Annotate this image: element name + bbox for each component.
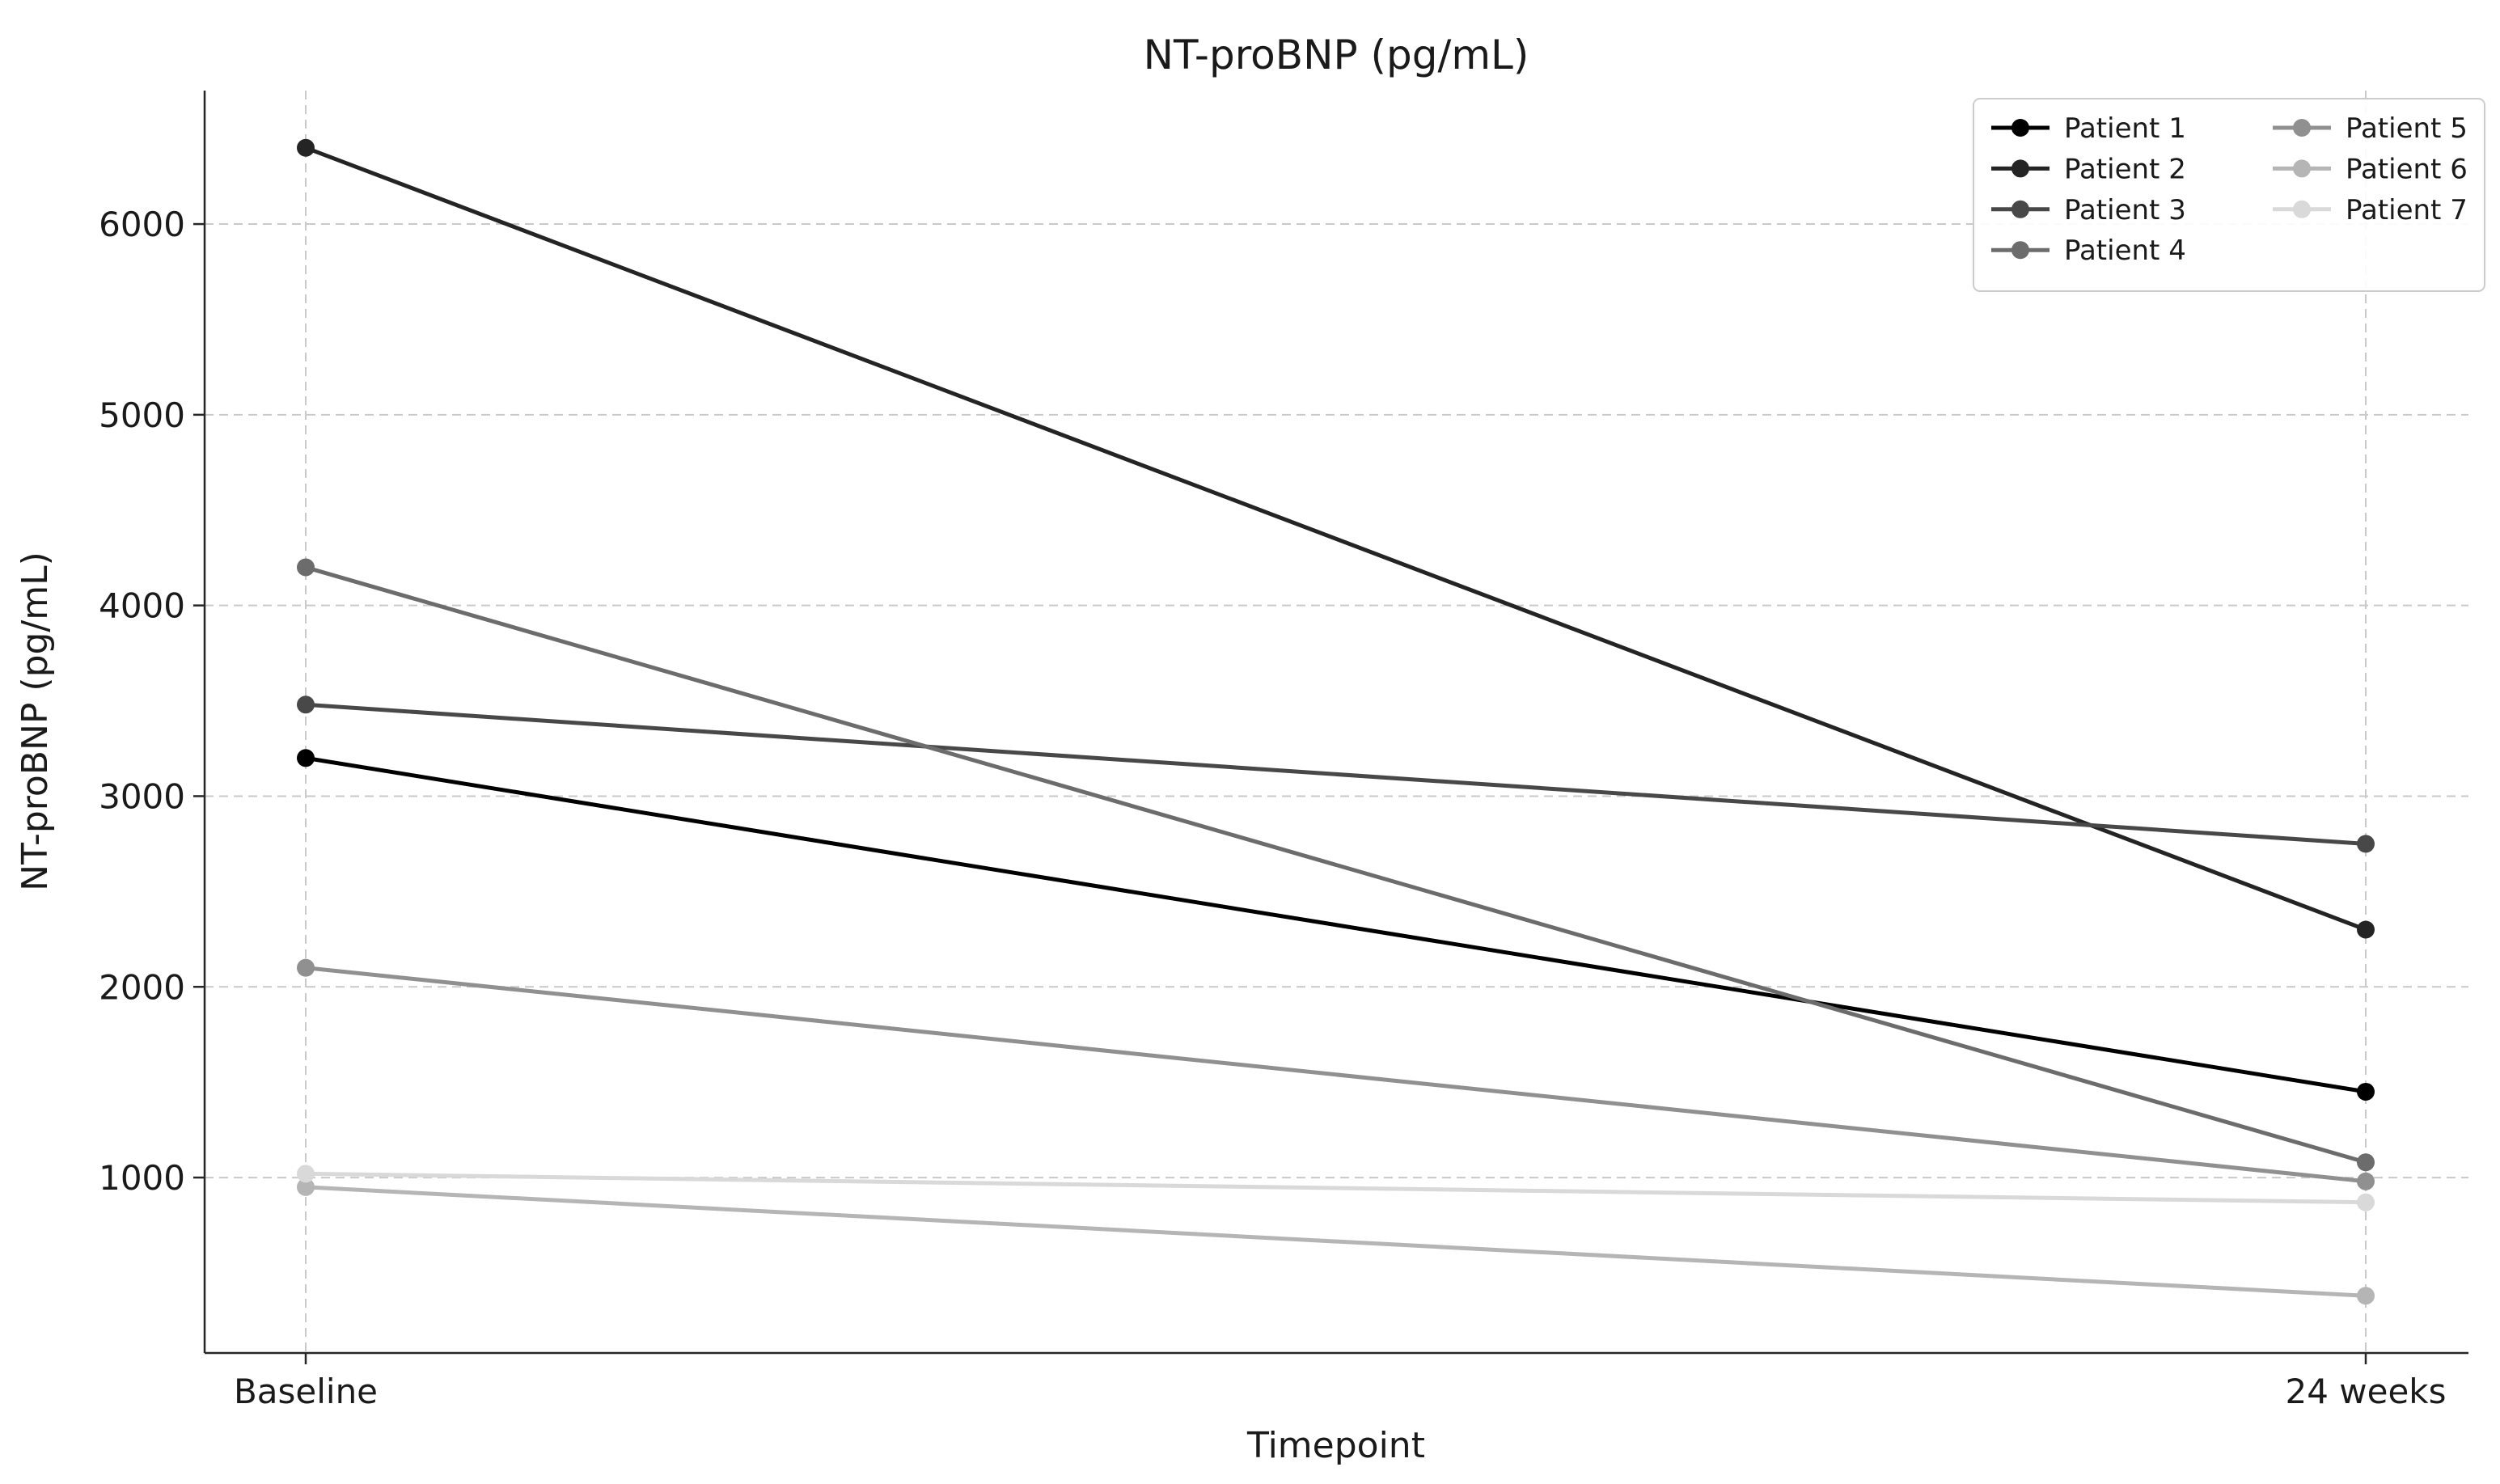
legend-label: Patient 6 <box>2346 153 2468 185</box>
data-line <box>303 966 2368 1184</box>
legend-item: Patient 1 <box>1991 112 2186 145</box>
data-line <box>303 1185 2368 1298</box>
axes <box>193 91 2468 1364</box>
data-line <box>303 1171 2368 1205</box>
data-point <box>297 1165 315 1183</box>
data-point <box>2357 1172 2375 1190</box>
data-point <box>2357 1193 2375 1211</box>
data-point <box>297 138 315 157</box>
data-line <box>303 702 2368 846</box>
x-tick-label: Baseline <box>234 1372 378 1411</box>
legend-swatch-dot <box>2293 119 2311 137</box>
x-tick-label: 24 weeks <box>2285 1372 2446 1411</box>
y-tick-label: 6000 <box>99 205 185 244</box>
tick-labels: 1000 2000 3000 4000 5000 6000 Baseline 24 weeks <box>99 205 2446 1411</box>
legend-swatch-dot <box>2011 119 2029 137</box>
legend-label: Patient 2 <box>2064 153 2186 185</box>
y-tick-label: 2000 <box>99 967 185 1007</box>
legend-item: Patient 2 <box>1991 153 2186 185</box>
legend-swatch-dot <box>2293 159 2311 178</box>
data-point <box>2357 1287 2375 1305</box>
data-point <box>2357 920 2375 939</box>
data-point <box>297 695 315 714</box>
data-point <box>297 958 315 977</box>
legend-label: Patient 4 <box>2064 235 2186 267</box>
data-point <box>2357 1153 2375 1172</box>
legend-item: Patient 4 <box>1991 235 2186 267</box>
legend-swatch-dot <box>2011 159 2029 178</box>
data-line <box>303 565 2368 1165</box>
data-line <box>303 755 2368 1094</box>
data-point <box>2357 1082 2375 1101</box>
legend-item: Patient 5 <box>2273 112 2468 145</box>
legend-label: Patient 5 <box>2346 112 2468 145</box>
legend-label: Patient 1 <box>2064 112 2186 145</box>
legend-box <box>1973 98 2485 292</box>
data-series <box>297 138 2375 1305</box>
y-tick-label: 5000 <box>99 395 185 435</box>
legend-item: Patient 3 <box>1991 194 2186 226</box>
legend-swatch-dot <box>2011 241 2029 260</box>
legend-label: Patient 7 <box>2346 194 2468 226</box>
legend-label: Patient 3 <box>2064 194 2186 226</box>
y-tick-label: 1000 <box>99 1158 185 1198</box>
data-point <box>297 749 315 767</box>
y-tick-label: 4000 <box>99 586 185 626</box>
data-point <box>297 1177 315 1196</box>
data-point <box>2357 835 2375 853</box>
y-axis-label: NT-proBNP (pg/mL) <box>15 552 56 891</box>
y-tick-label: 3000 <box>99 776 185 816</box>
legend: Patient 1 Patient 2 Patient 3 Patient 4 Pati… <box>1973 98 2485 292</box>
legend-swatch-dot <box>2293 200 2311 218</box>
chart-title: NT-proBNP (pg/mL) <box>1144 32 1529 78</box>
legend-item: Patient 6 <box>2273 153 2468 185</box>
x-axis-label: Timepoint <box>1246 1425 1425 1466</box>
legend-item: Patient 7 <box>2273 194 2468 226</box>
data-line <box>303 146 2368 932</box>
data-point <box>297 558 315 577</box>
legend-swatch-dot <box>2011 200 2029 218</box>
